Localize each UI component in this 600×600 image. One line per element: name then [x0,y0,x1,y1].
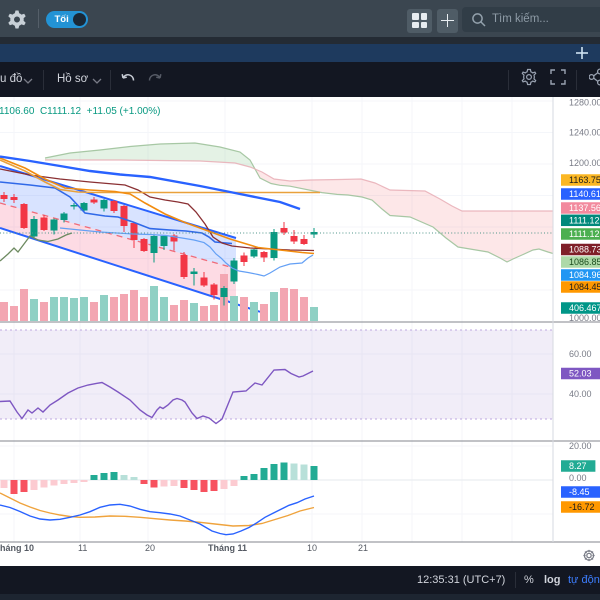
svg-text:1084.45: 1084.45 [569,282,600,292]
svg-text:1088.73: 1088.73 [569,245,600,255]
svg-text:52.03: 52.03 [569,369,592,379]
svg-text:20.00: 20.00 [569,441,592,451]
svg-text:1086.85: 1086.85 [569,257,600,267]
svg-text:60.00: 60.00 [569,349,592,359]
svg-text:1240.00: 1240.00 [569,128,600,138]
svg-text:8.27: 8.27 [569,461,587,471]
svg-text:21: 21 [358,543,368,553]
svg-text:1200.00: 1200.00 [569,158,600,168]
svg-text:1163.75: 1163.75 [569,175,600,185]
svg-text:1140.61: 1140.61 [569,189,600,199]
svg-text:1137.56: 1137.56 [569,203,600,213]
svg-text:40.00: 40.00 [569,389,592,399]
svg-text:1111.12: 1111.12 [569,229,600,239]
svg-text:1106.60 C1111.12 +11.05 (+1.: 1106.60 C1111.12 +11.05 (+1.00%) [0,106,160,117]
svg-text:406.467: 406.467 [569,303,600,313]
svg-text:Tháng 11: Tháng 11 [208,543,247,553]
svg-text:-16.72: -16.72 [569,502,595,512]
svg-text:10: 10 [307,543,317,553]
svg-text:háng 10: háng 10 [0,543,34,553]
svg-text:-8.45: -8.45 [569,487,590,497]
svg-text:1280.00: 1280.00 [569,98,600,108]
svg-text:0.00: 0.00 [569,473,587,483]
svg-text:20: 20 [145,543,155,553]
svg-text:1084.96: 1084.96 [569,270,600,280]
svg-text:1111.12: 1111.12 [569,216,600,226]
svg-text:1000.00: 1000.00 [569,313,600,323]
svg-text:11: 11 [78,543,87,553]
